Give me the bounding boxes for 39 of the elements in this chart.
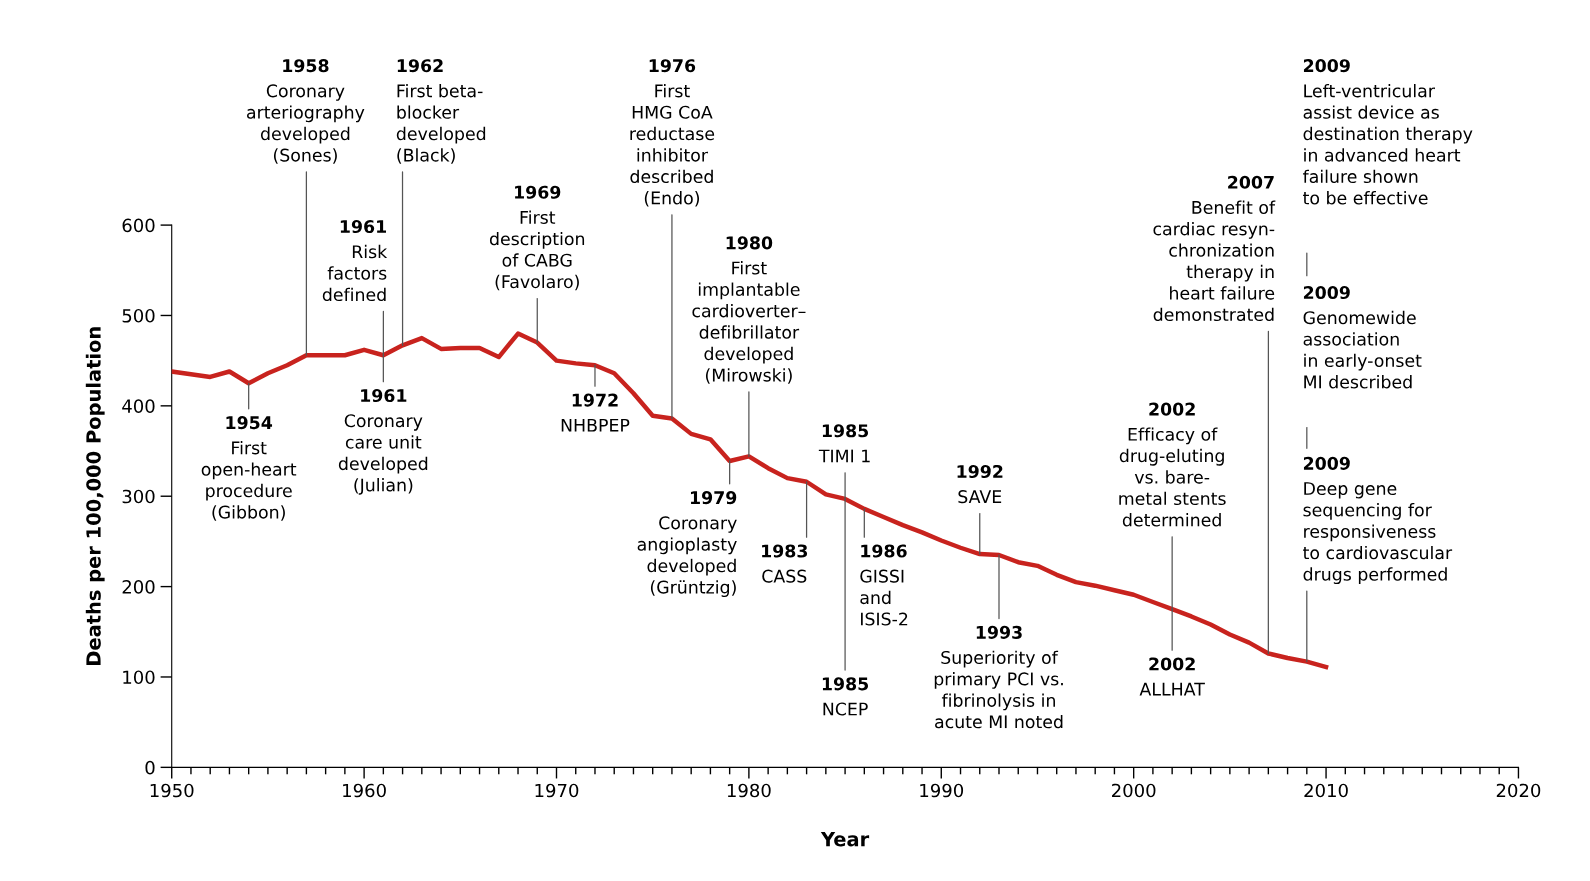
annotation: 2002 ALLHAT: [1139, 657, 1205, 696]
x-tick-label: 1970: [535, 783, 579, 798]
annotation: 1979 Coronary angioplasty developed (Grüntzig): [637, 491, 737, 598]
y-tick-label: 500: [122, 308, 155, 323]
annotation: 1958 Coronary arteriography developed (Sones): [247, 59, 365, 164]
annotation: 2009 Genomewide association in early-onset MI described: [1303, 285, 1422, 389]
annotation: 1961 Risk factors defined: [322, 220, 388, 302]
y-tick-label: 300: [122, 489, 155, 504]
annotation: 1969 First description of CABG (Favolaro): [489, 185, 585, 291]
x-tick-label: 1950: [150, 783, 194, 798]
annotation: 1976 First HMG CoA reductase inhibitor described (Endo): [630, 59, 715, 207]
annotation: 1985 TIMI 1: [818, 424, 870, 463]
annotation: 1985 NCEP: [822, 677, 869, 716]
annotation: 2007 Benefit of cardiac resyn- chronization therapy in heart failure demonstrated: [1153, 175, 1276, 322]
annotation: 1962 First beta- blocker developed (Black): [396, 59, 486, 164]
y-axis-title: Deaths per 100,000 Population: [85, 327, 105, 665]
annotation: 1992 SAVE: [957, 464, 1003, 504]
annotation: 1983 CASS: [762, 544, 808, 583]
annotation: 1986 GISSI and ISIS-2: [860, 544, 908, 626]
annotation: 1961 Coronary care unit developed (Julian): [338, 389, 428, 495]
y-tick-label: 0: [145, 760, 155, 775]
annotation: 2009 Deep gene sequencing for responsiveness to cardiovascular drugs performed: [1303, 456, 1453, 585]
annotation: 2002 Efficacy of drug-eluting vs. bare- metal stents determined: [1119, 402, 1226, 527]
annotation: 1972 NHBPEP: [561, 393, 630, 432]
y-tick-label: 100: [123, 670, 155, 685]
y-tick-label: 600: [122, 218, 155, 233]
x-tick-label: 1980: [727, 783, 771, 798]
y-tick-label: 400: [122, 399, 155, 413]
annotation: 1954 First open-heart procedure (Gibbon): [201, 416, 297, 521]
x-tick-label: 2020: [1496, 783, 1541, 798]
annotation: 1980 First implantable cardioverter– defibrillator developed (Mirowski): [692, 236, 806, 384]
x-tick-label: 2000: [1112, 783, 1156, 798]
x-tick-label: 2010: [1304, 783, 1348, 798]
x-tick-label: 1990: [920, 783, 964, 798]
annotation: 1993 Superiority of primary PCI vs. fibrinolysis in acute MI noted: [934, 625, 1063, 729]
x-tick-label: 1960: [343, 783, 386, 798]
y-tick-label: 200: [122, 580, 155, 594]
x-axis-title: Year: [820, 831, 870, 847]
text: 2009 Left-ventricular assist device as destination therapy in advanced heart failure shown to be effective: [1302, 59, 1473, 205]
